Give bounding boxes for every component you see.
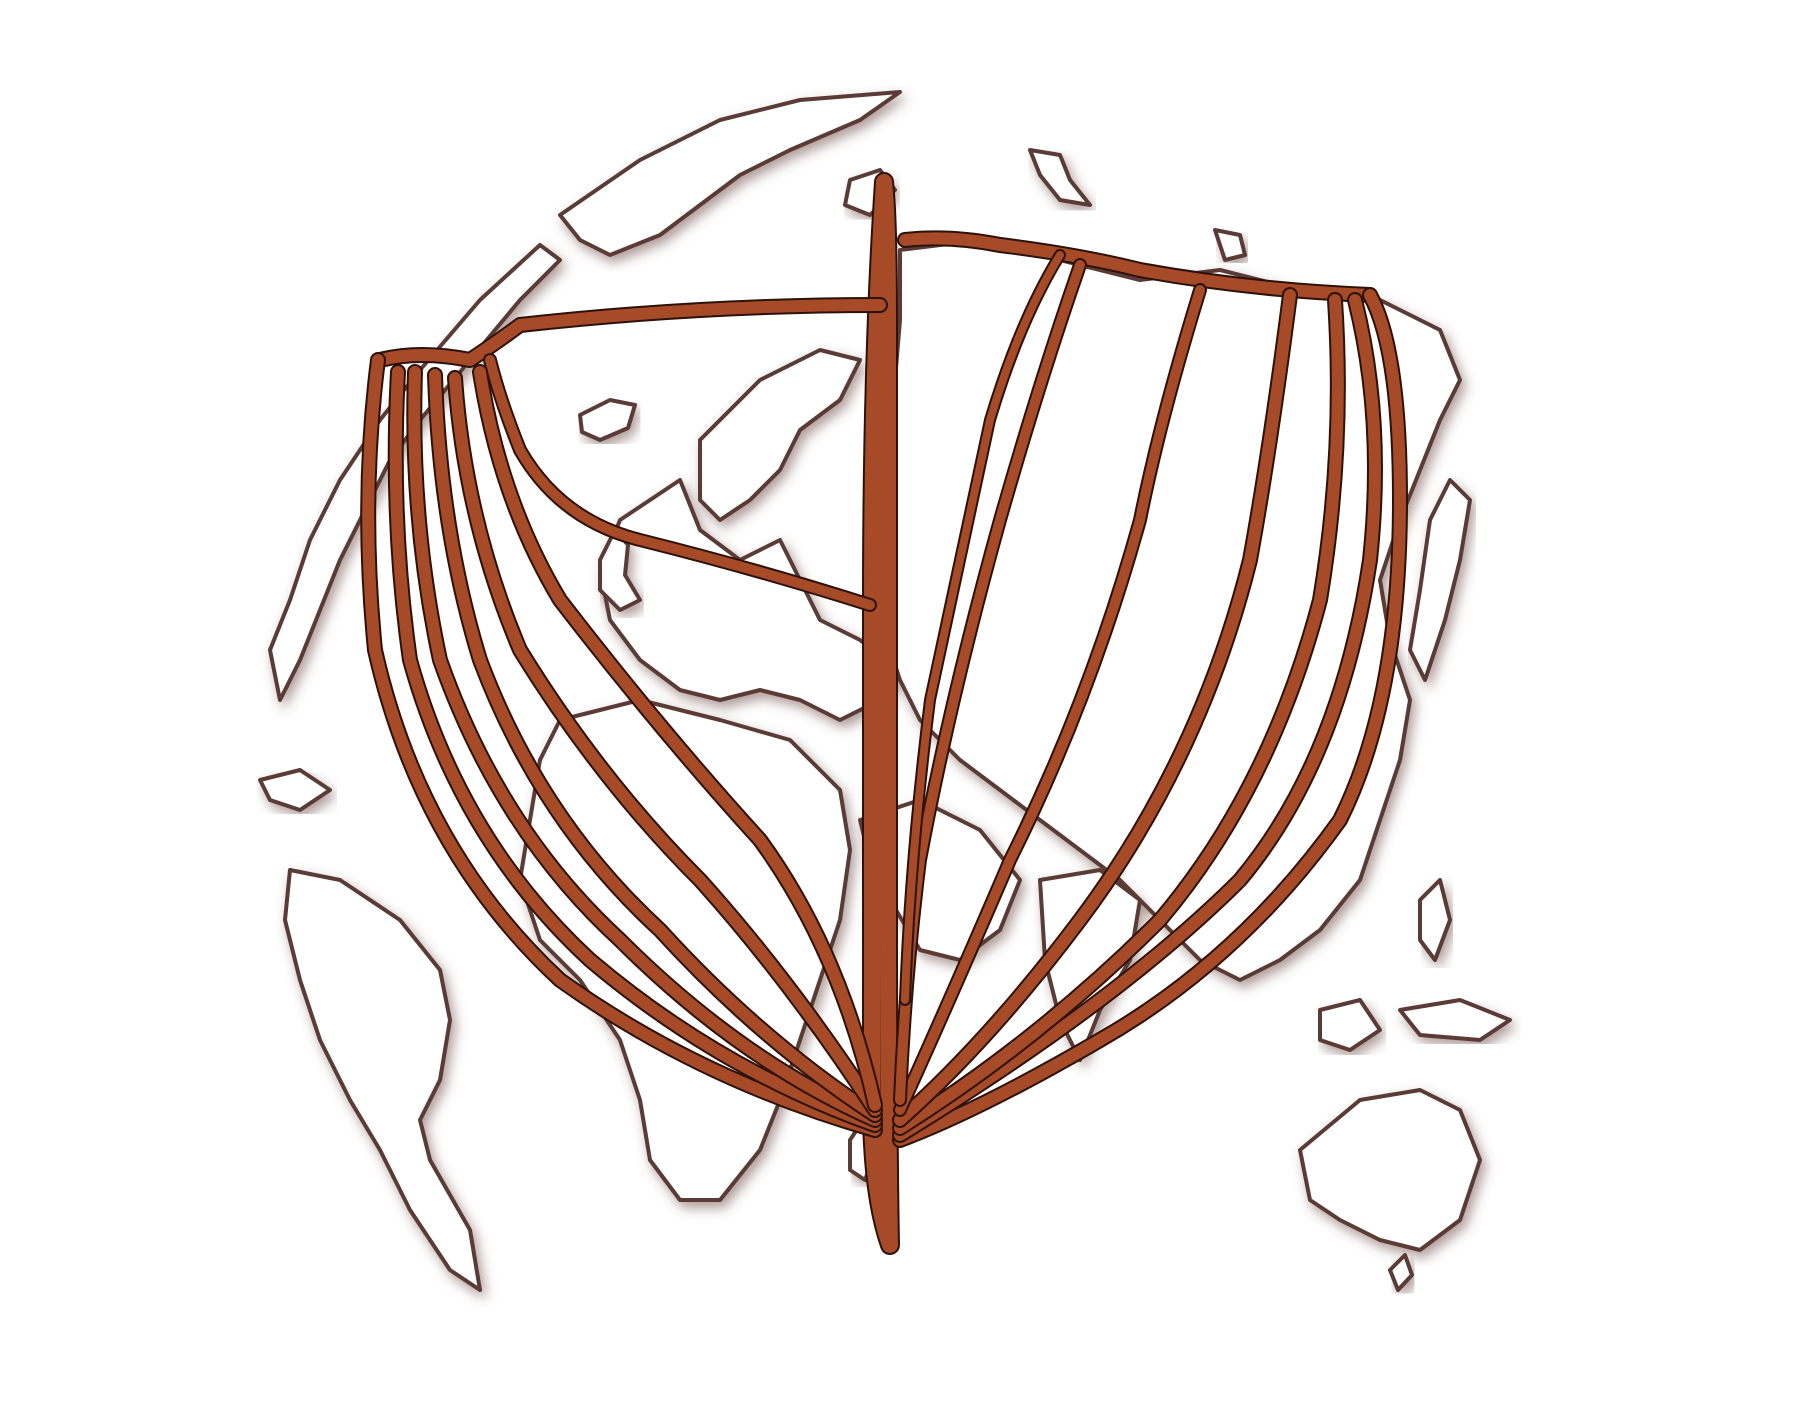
landmass-caribbean bbox=[258, 768, 332, 812]
hull-rib-left-4 bbox=[429, 369, 881, 1121]
landmass-arctic-island-2 bbox=[1028, 148, 1092, 207]
landmass-indonesia bbox=[1398, 998, 1512, 1042]
globe-icon bbox=[258, 90, 1512, 1292]
hull-rib-left-5 bbox=[449, 372, 881, 1116]
landmass-australia bbox=[1298, 1088, 1482, 1252]
landmass-japan bbox=[1408, 478, 1472, 682]
landmass-philippines bbox=[1418, 878, 1452, 962]
hull-gunwale-right bbox=[899, 232, 1376, 301]
landmass-iceland bbox=[578, 398, 637, 442]
hull-rib-right-7 bbox=[901, 251, 1064, 1004]
landmass-scandinavia bbox=[698, 348, 862, 522]
landmass-southeast-asia bbox=[1318, 998, 1382, 1052]
hull-rib-left-1 bbox=[362, 354, 881, 1136]
hull-rib-right-1 bbox=[894, 289, 1406, 1146]
landmass-new-zealand bbox=[1388, 1253, 1414, 1292]
hull-rib-right-2 bbox=[894, 294, 1381, 1141]
landmass-arctic-island-3 bbox=[1213, 228, 1247, 262]
hull-rib-left-6 bbox=[474, 366, 881, 1111]
hull-sheer-left bbox=[485, 355, 875, 610]
hull-rib-left-2 bbox=[389, 366, 881, 1131]
landmass-north-america bbox=[268, 243, 562, 702]
landmass-greenland bbox=[558, 90, 902, 257]
landmass-south-america bbox=[283, 868, 482, 1292]
hull-rib-right-4 bbox=[894, 289, 1296, 1126]
hull-gunwale-left bbox=[374, 299, 886, 366]
hull-rib-right-3 bbox=[894, 294, 1344, 1134]
hull-rib-left-3 bbox=[408, 366, 881, 1126]
hull-keel bbox=[864, 174, 898, 1253]
hull-rib-right-5 bbox=[895, 285, 1205, 1115]
boat-hull-icon bbox=[360, 172, 1408, 1255]
